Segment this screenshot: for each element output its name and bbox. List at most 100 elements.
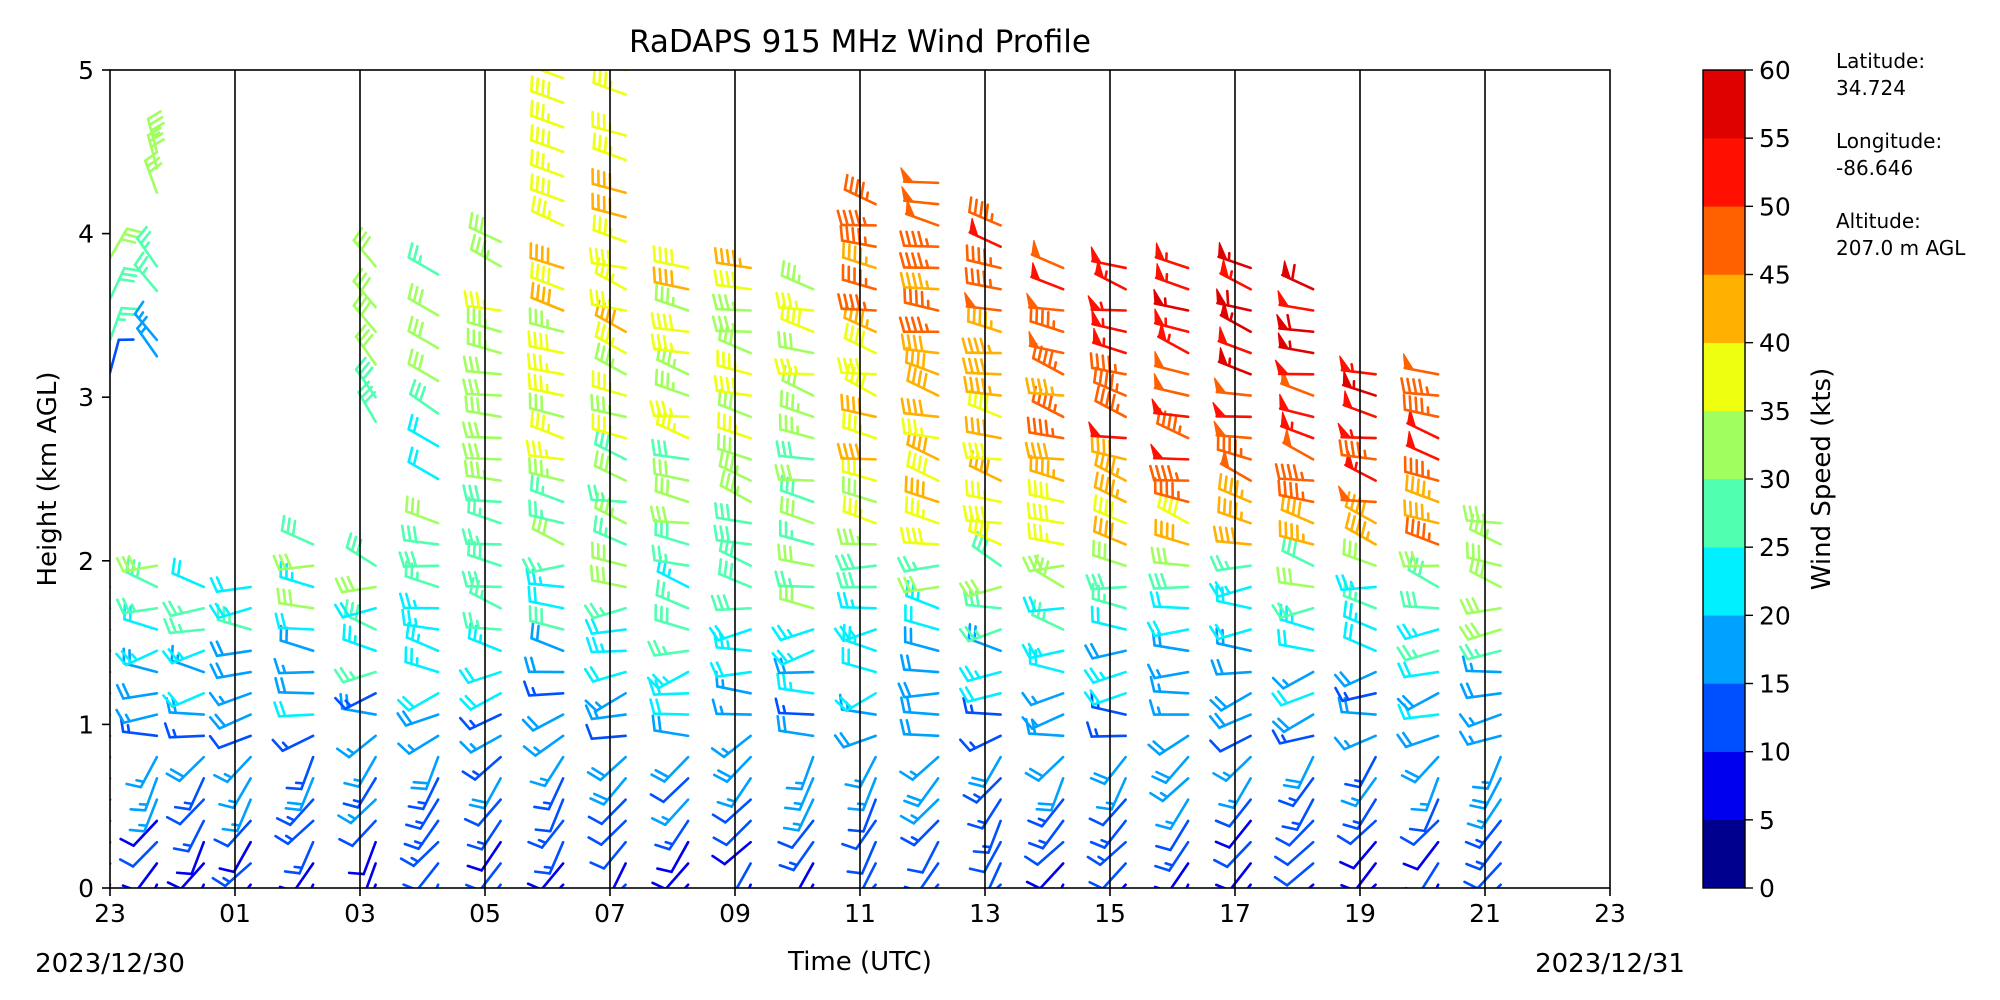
wind-barb xyxy=(1277,628,1315,653)
wind-barb xyxy=(1282,755,1315,790)
y-tick-label: 5 xyxy=(78,56,94,85)
wind-barb xyxy=(347,840,377,876)
wind-barb xyxy=(1461,655,1502,674)
wind-barb xyxy=(528,604,565,631)
wind-barb xyxy=(213,755,252,784)
wind-barb xyxy=(585,723,627,740)
start-date-label: 2023/12/30 xyxy=(35,949,185,979)
wind-barb xyxy=(1333,670,1377,688)
wind-barb xyxy=(654,368,690,397)
wind-barb xyxy=(358,862,377,888)
wind-barb xyxy=(407,348,440,383)
wind-barb xyxy=(401,608,440,631)
wind-barb xyxy=(656,840,690,874)
wind-barb xyxy=(163,722,206,739)
wind-barb xyxy=(987,862,1002,888)
wind-barb xyxy=(115,597,159,615)
wind-barb xyxy=(654,283,690,312)
wind-barb xyxy=(1277,479,1315,504)
wind-barb xyxy=(903,626,940,653)
colorbar-tick-label: 5 xyxy=(1759,806,1775,835)
wind-barb xyxy=(1149,675,1190,695)
y-tick-label: 0 xyxy=(78,874,94,903)
colorbar-band xyxy=(1702,342,1746,412)
wind-barb xyxy=(1088,798,1127,827)
wind-barb xyxy=(836,442,877,461)
wind-barb xyxy=(396,710,440,727)
wind-barb xyxy=(713,247,752,270)
wind-barb xyxy=(529,242,565,270)
wind-barb xyxy=(533,777,565,811)
colorbar-tick-label: 10 xyxy=(1759,738,1791,767)
wind-barb xyxy=(900,333,940,355)
wind-barb xyxy=(531,195,565,227)
wind-barb xyxy=(1271,602,1315,620)
wind-barb xyxy=(899,271,940,291)
wind-barb xyxy=(1025,862,1065,888)
wind-barb xyxy=(536,70,565,80)
wind-barb xyxy=(961,337,1002,355)
wind-barb xyxy=(1212,525,1252,546)
wind-barb xyxy=(110,692,112,695)
wind-barb xyxy=(1022,596,1065,613)
wind-barb xyxy=(175,840,206,876)
x-tick-label: 07 xyxy=(594,899,626,928)
wind-barb xyxy=(461,570,502,589)
wind-barb xyxy=(161,648,206,665)
wind-barb xyxy=(1021,713,1065,730)
wind-barb xyxy=(834,553,877,571)
wind-barb xyxy=(962,504,1002,525)
wind-barb xyxy=(1278,777,1315,808)
wind-barb xyxy=(900,819,940,847)
wind-barb xyxy=(1086,721,1127,738)
wind-barb xyxy=(1026,292,1065,312)
wind-barb xyxy=(404,495,440,525)
wind-barb xyxy=(959,686,1002,703)
wind-barb xyxy=(171,557,206,589)
wind-barb xyxy=(735,862,752,888)
wind-barb xyxy=(525,439,565,461)
y-tick-label: 1 xyxy=(78,710,94,739)
wind-barb xyxy=(711,840,752,866)
wind-barb xyxy=(587,798,627,826)
wind-barb xyxy=(1273,862,1315,887)
wind-barb xyxy=(903,777,940,808)
wind-barb xyxy=(211,862,252,888)
wind-barb xyxy=(459,692,502,711)
wind-barb xyxy=(651,544,690,568)
wind-barb xyxy=(1060,883,1065,888)
colorbar-band xyxy=(1702,206,1746,275)
wind-barb xyxy=(841,819,877,851)
colorbar-band xyxy=(1702,751,1746,821)
colorbar-tick-label: 35 xyxy=(1759,397,1791,426)
wind-barb xyxy=(1214,819,1252,849)
wind-barb xyxy=(711,293,752,312)
wind-barb xyxy=(397,734,440,755)
wind-barb xyxy=(713,375,752,397)
wind-barb xyxy=(964,267,1002,291)
wind-barb xyxy=(712,755,752,783)
wind-barb xyxy=(1088,862,1127,888)
wind-barb xyxy=(335,734,377,759)
wind-barb xyxy=(1408,798,1440,833)
wind-barb xyxy=(1024,840,1065,866)
wind-barb xyxy=(777,819,815,849)
wind-barb xyxy=(776,672,815,695)
wind-barb xyxy=(781,364,815,397)
wind-barb xyxy=(798,862,815,888)
wind-barb xyxy=(405,798,440,830)
x-tick-label: 11 xyxy=(844,899,876,928)
wind-barb xyxy=(591,541,627,568)
wind-barb xyxy=(407,282,440,317)
wind-barb xyxy=(1405,516,1440,546)
wind-barb xyxy=(1274,359,1315,376)
wind-barb xyxy=(1157,322,1190,355)
wind-barb xyxy=(461,421,502,440)
wind-barb xyxy=(899,230,940,248)
wind-barb xyxy=(1280,411,1315,440)
wind-barb xyxy=(462,378,502,397)
wind-barb xyxy=(522,734,565,757)
wind-barb xyxy=(1271,729,1315,745)
wind-barb xyxy=(334,575,377,594)
wind-barb xyxy=(463,459,502,482)
